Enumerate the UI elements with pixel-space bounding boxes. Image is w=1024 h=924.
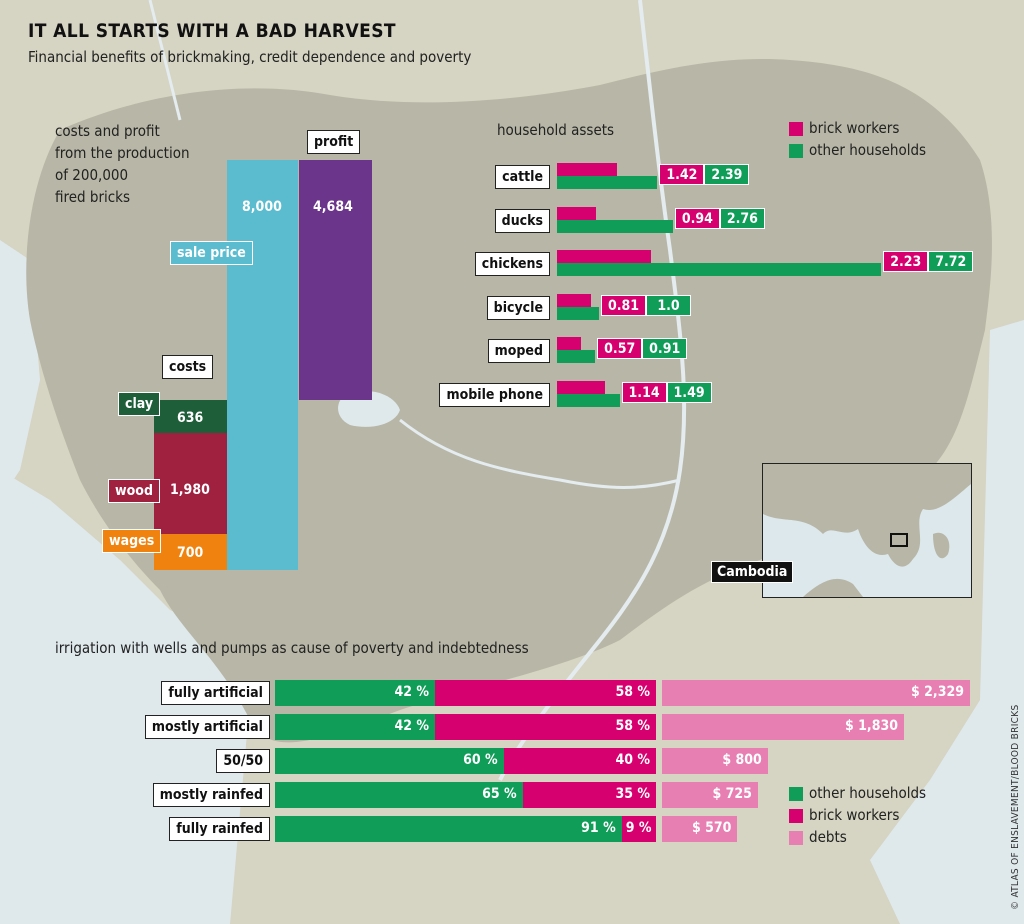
caption-line: costs and profit xyxy=(55,122,160,140)
legend-swatch-brick-workers xyxy=(789,122,803,136)
sale-price-bar xyxy=(227,160,298,570)
asset-value-brick-workers: 1.42 xyxy=(659,164,705,185)
irrigation-debt-bar: $ 570 xyxy=(662,816,738,842)
asset-bar-other-households xyxy=(557,176,658,189)
wages-bar xyxy=(154,534,227,570)
asset-value-other-households: 2.39 xyxy=(704,164,750,185)
clay-bar xyxy=(154,400,227,433)
irrigation-segment-brick-workers: 35 % xyxy=(522,782,656,808)
asset-value-brick-workers: 0.57 xyxy=(597,338,643,359)
asset-value-brick-workers: 0.81 xyxy=(601,294,646,316)
asset-value-other-households: 1.49 xyxy=(666,381,712,403)
assets-title: household assets xyxy=(497,121,615,139)
irrigation-debt-bar: $ 1,830 xyxy=(662,714,904,740)
irrigation-category-label: 50/50 xyxy=(216,749,270,773)
irrigation-segment-other-households: 60 % xyxy=(275,748,504,774)
asset-value-brick-workers: 2.23 xyxy=(883,251,929,272)
costs-label: costs xyxy=(162,355,214,379)
asset-bar-brick-workers xyxy=(557,337,581,350)
asset-bar-brick-workers xyxy=(557,206,597,220)
river-north xyxy=(148,0,182,121)
irrigation-debt-bar: $ 2,329 xyxy=(662,680,970,706)
irrigation-segment-brick-workers: 58 % xyxy=(435,714,656,740)
irrigation-debt-bar: $ 800 xyxy=(662,748,768,774)
irrigation-debt-bar: $ 725 xyxy=(662,782,758,808)
caption-line: fired bricks xyxy=(55,188,131,206)
inset-map xyxy=(762,463,972,598)
asset-bar-brick-workers xyxy=(557,293,592,307)
legend-swatch-irr-debts xyxy=(789,831,803,845)
irrigation-segment-other-households: 42 % xyxy=(275,680,436,706)
asset-bar-brick-workers xyxy=(557,380,605,394)
sale-price-label: sale price xyxy=(170,241,253,265)
asset-category-label: chickens xyxy=(474,252,550,276)
asset-bar-other-households xyxy=(557,263,882,276)
legend-label-irr-brick-workers: brick workers xyxy=(809,806,900,824)
profit-bar xyxy=(299,160,372,401)
profit-value: 4,684 xyxy=(313,199,353,215)
legend-swatch-irr-brick-workers xyxy=(789,809,803,823)
gulf-water xyxy=(0,470,250,924)
legend-label-other-households: other households xyxy=(809,141,927,159)
clay-label: clay xyxy=(118,392,161,416)
asset-bar-other-households xyxy=(557,219,673,233)
legend-swatch-other-households xyxy=(789,144,803,158)
inset-highlight xyxy=(890,533,908,547)
asset-value-other-households: 1.0 xyxy=(646,294,691,316)
asset-bar-other-households xyxy=(557,306,599,320)
wood-bar xyxy=(154,432,227,535)
credit-line: © ATLAS OF ENSLAVEMENT/BLOOD BRICKS xyxy=(1010,704,1021,910)
caption-line: of 200,000 xyxy=(55,166,129,184)
irrigation-segment-brick-workers: 58 % xyxy=(435,680,656,706)
sale-price-value: 8,000 xyxy=(242,199,282,215)
irrigation-title: irrigation with wells and pumps as cause… xyxy=(55,639,529,657)
profit-label: profit xyxy=(307,130,361,154)
asset-bar-other-households xyxy=(557,350,596,363)
chart-title: IT ALL STARTS WITH A BAD HARVEST xyxy=(28,20,396,42)
asset-category-label: moped xyxy=(487,339,550,363)
legend-swatch-irr-other-households xyxy=(789,787,803,801)
wages-label: wages xyxy=(102,529,162,553)
asset-value-other-households: 7.72 xyxy=(928,251,974,272)
asset-bar-brick-workers xyxy=(557,163,617,176)
irrigation-segment-other-households: 42 % xyxy=(275,714,436,740)
asset-value-brick-workers: 1.14 xyxy=(621,381,667,403)
irrigation-category-label: mostly artificial xyxy=(144,715,270,739)
wages-value: 700 xyxy=(177,545,204,561)
wood-label: wood xyxy=(108,479,160,503)
asset-category-label: ducks xyxy=(494,208,550,233)
clay-value: 636 xyxy=(177,410,204,426)
asset-value-other-households: 0.91 xyxy=(642,338,688,359)
river-branch xyxy=(399,418,681,489)
cambodia-label: Cambodia xyxy=(711,561,794,583)
asset-category-label: mobile phone xyxy=(439,382,550,407)
asset-bar-other-households xyxy=(557,393,620,407)
inset-map-shapes xyxy=(763,464,971,597)
irrigation-category-label: mostly rainfed xyxy=(152,783,270,807)
irrigation-category-label: fully rainfed xyxy=(169,817,270,841)
legend-label-irr-other-households: other households xyxy=(809,784,927,802)
asset-category-label: bicycle xyxy=(486,295,550,320)
asset-bar-brick-workers xyxy=(557,250,651,263)
legend-label-brick-workers: brick workers xyxy=(809,119,900,137)
asset-value-brick-workers: 0.94 xyxy=(674,207,720,229)
right-water xyxy=(870,320,1024,924)
asset-category-label: cattle xyxy=(495,165,550,189)
asset-value-other-households: 2.76 xyxy=(719,207,765,229)
irrigation-segment-brick-workers: 9 % xyxy=(621,816,656,842)
irrigation-segment-other-households: 91 % xyxy=(275,816,622,842)
irrigation-category-label: fully artificial xyxy=(161,681,270,705)
irrigation-segment-other-households: 65 % xyxy=(275,782,523,808)
wood-value: 1,980 xyxy=(170,482,210,498)
caption-line: from the production xyxy=(55,144,190,162)
chart-subtitle: Financial benefits of brickmaking, credi… xyxy=(28,48,472,66)
legend-label-irr-debts: debts xyxy=(809,828,847,846)
irrigation-segment-brick-workers: 40 % xyxy=(503,748,656,774)
costs-caption: costs and profit from the production of … xyxy=(55,120,190,208)
